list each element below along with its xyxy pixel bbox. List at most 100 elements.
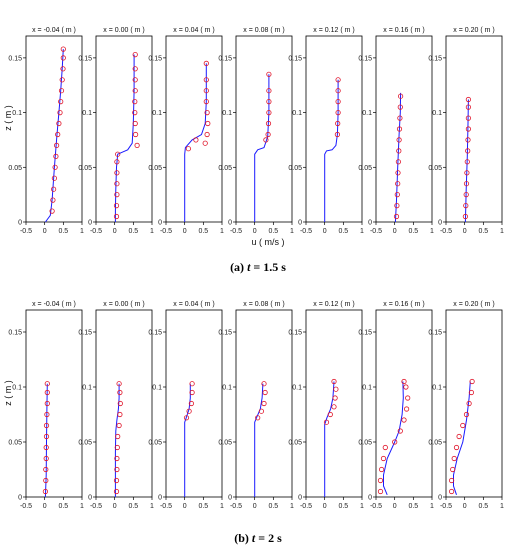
experiment-point (265, 120, 272, 127)
panel-title: x = -0.04 ( m ) (32, 27, 76, 34)
experiment-point (132, 110, 138, 116)
experiment-point (451, 455, 457, 462)
experiment-point (113, 203, 120, 209)
y-tick-label: 0.05 (148, 440, 162, 447)
model-series-line (44, 383, 48, 498)
x-tick-label: 0.5 (198, 503, 208, 510)
model-series-line (324, 79, 339, 222)
x-tick-label: 1 (360, 503, 364, 510)
experiment-point (453, 444, 460, 451)
experiment-point (392, 439, 398, 445)
experiment-point (132, 88, 138, 94)
experiment-point (44, 400, 50, 407)
experiment-point (450, 466, 456, 473)
y-tick-label: 0.15 (218, 55, 232, 62)
experiment-point (204, 110, 210, 116)
experiment-point (205, 120, 211, 127)
panel-title: x = 0.12 ( m ) (313, 301, 354, 308)
y-axis-label: z ( m ) (3, 380, 13, 406)
y-tick-label: 0.15 (8, 330, 22, 337)
experiment-point (114, 466, 120, 473)
x-tick-label: 0.5 (58, 503, 68, 510)
x-tick-label: 0.5 (268, 503, 278, 510)
y-tick-label: 0.15 (288, 330, 302, 337)
subplot-panel: x = 0.16 ( m )-0.5 0 0.5 100.050.10.15 (358, 301, 434, 510)
x-tick-label: 1 (360, 228, 364, 235)
y-tick-label: 0.05 (148, 165, 162, 172)
x-tick-label: 0.5 (128, 228, 138, 235)
x-tick-label: 1 (220, 228, 224, 235)
y-tick-label: 0.15 (78, 330, 92, 337)
experiment-point (53, 153, 59, 159)
y-tick-label: 0.05 (288, 165, 302, 172)
y-tick-label: 0.1 (152, 110, 162, 117)
experiment-point (395, 170, 401, 176)
x-tick-label: 0 (393, 503, 397, 510)
x-tick-label: -0.5 (160, 503, 172, 510)
experiment-point (185, 146, 191, 152)
x-tick-label: -0.5 (440, 228, 452, 235)
experiment-point (188, 400, 194, 407)
y-tick-label: 0.1 (82, 385, 92, 392)
y-tick-label: 0 (88, 495, 92, 502)
y-tick-label: 0.1 (12, 385, 22, 392)
experiment-point (396, 126, 403, 132)
x-tick-label: -0.5 (160, 228, 172, 235)
experiment-point (377, 488, 384, 495)
x-tick-label: 1 (430, 503, 434, 510)
subplot-panel: x = 0.12 ( m )-0.5 0 0.5 100.050.10.15 (288, 27, 364, 235)
model-series-line (44, 49, 64, 223)
panel-title: x = 0.12 ( m ) (313, 27, 354, 34)
x-tick-label: -0.5 (230, 228, 242, 235)
x-tick-label: 0.5 (478, 503, 488, 510)
experiment-point (115, 151, 121, 157)
experiment-point (51, 175, 58, 181)
experiment-point (132, 99, 138, 105)
subplot-panel: x = 0.12 ( m )-0.5 0 0.5 100.050.10.15 (288, 301, 364, 510)
experiment-point (43, 444, 49, 451)
model-series-line (184, 63, 207, 222)
experiment-point (133, 131, 139, 138)
subplot-panel: x = 0.00 ( m )-0.5 0 0.5 100.050.10.15 (78, 27, 154, 235)
y-tick-label: 0.15 (358, 55, 372, 62)
experiment-point (261, 381, 267, 387)
experiment-point (335, 120, 341, 127)
experiment-point (266, 88, 272, 94)
experiment-point (393, 213, 400, 220)
x-tick-label: 0 (323, 228, 327, 235)
experiment-point (60, 46, 66, 52)
model-series-line (464, 99, 469, 223)
experiment-point (56, 120, 62, 127)
experiment-point (448, 477, 455, 484)
experiment-point (44, 411, 50, 418)
experiment-point (43, 422, 50, 429)
subplot-panel: x = 0.20 ( m )-0.5 0 0.5 100.050.10.15 (428, 27, 504, 235)
panels-group: x = -0.04 ( m )-0.5 0 0.5 100.050.10.15x = … (8, 27, 504, 510)
x-tick-label: 0.5 (478, 228, 488, 235)
experiment-point (132, 51, 138, 58)
x-tick-label: 0 (323, 503, 327, 510)
subplot-panel: x = 0.00 ( m )-0.5 0 0.5 100.050.10.15 (78, 301, 154, 510)
experiment-point (263, 137, 269, 143)
experiment-point (117, 411, 123, 418)
panel-title: x = 0.08 ( m ) (243, 301, 284, 308)
y-tick-label: 0 (438, 495, 442, 502)
panel-title: x = 0.16 ( m ) (383, 301, 424, 308)
experiment-point (397, 428, 403, 434)
panel-title: x = 0.04 ( m ) (173, 27, 214, 34)
experiment-point (57, 110, 63, 116)
experiment-point (266, 99, 272, 105)
experiment-point (258, 408, 264, 414)
x-tick-label: 1 (220, 503, 224, 510)
y-axis-label: z ( m ) (3, 105, 13, 131)
y-tick-label: 0.05 (78, 165, 92, 172)
model-series-line (254, 74, 270, 222)
x-tick-label: 0.5 (338, 503, 348, 510)
panel-title: x = 0.00 ( m ) (103, 301, 144, 308)
experiment-point (116, 422, 122, 429)
x-tick-label: 0 (113, 228, 117, 235)
experiment-point (405, 395, 411, 401)
experiment-point (332, 395, 338, 401)
x-tick-label: 1 (150, 503, 154, 510)
